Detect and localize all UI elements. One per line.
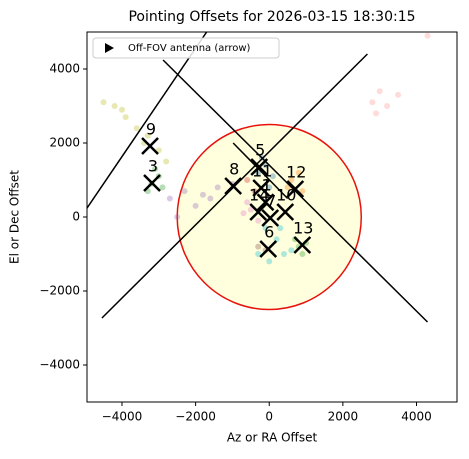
scatter-point [122,114,129,121]
antenna-marker [256,193,275,212]
scatter-point [174,214,181,220]
scatter-point [100,99,107,106]
legend-symbol [105,43,114,53]
antenna-label: 13 [293,219,313,238]
scatter-point [266,184,273,191]
antenna-label: 8 [229,159,239,178]
scatter-point [255,251,262,257]
scatter-point [207,195,214,202]
scatter-point [247,206,254,213]
scatter-point [144,132,151,139]
scatter-point [266,258,273,265]
scatter-point [133,125,140,132]
scatter-point [295,169,302,176]
antenna-marker [286,180,305,198]
scatter-point [159,184,166,191]
chart-title: Pointing Offsets for 2026-03-15 18:30:15 [128,9,415,25]
scatter-point [277,225,284,232]
y-tick-label: 4000 [49,62,80,76]
antenna-marker [252,179,271,197]
scatter-point [288,177,295,183]
scatter-point [299,251,306,257]
scatter-point [376,88,383,95]
legend-label: Off-FOV antenna (arrow) [128,43,251,54]
antenna-marker [276,203,295,221]
antenna-label: 5 [255,141,265,160]
antenna-marker [259,240,278,258]
scatter-point [118,106,125,113]
offset-line [232,142,289,200]
antenna-marker [293,236,312,254]
scatter-point [244,177,251,183]
scatter-point [395,91,402,98]
x-tick-label: −2000 [175,410,216,424]
antenna-label: 1 [261,176,271,195]
antenna-label: 7 [266,191,276,210]
offset-line [162,59,429,323]
antenna-label: 6 [264,223,274,242]
x-tick-label: 0 [265,410,273,424]
x-tick-label: −4000 [102,410,143,424]
antenna-marker [224,177,243,195]
antenna-marker [143,174,161,192]
scatter-point [214,184,221,191]
scatter-point [369,99,376,106]
scatter-point [244,199,251,206]
x-tick-label: 2000 [328,410,359,424]
x-axis-label: Az or RA Offset [227,431,318,445]
x-tick-label: 4000 [401,410,432,424]
scatter-point [424,32,431,39]
scatter-point [111,103,118,109]
scatter-point [163,158,170,165]
plot-frame [86,31,458,403]
scatter-point [288,247,295,254]
y-tick-label: −4000 [39,358,80,372]
scatter-point [373,110,380,117]
antenna-label: 11 [252,161,272,180]
scatter-point [384,103,391,109]
scatter-point [299,188,306,195]
antenna-marker [249,203,268,221]
antenna-label: 12 [286,162,306,181]
scatter-point [192,202,199,209]
legend-box [92,37,280,59]
antenna-marker [261,209,280,227]
scatter-point [152,165,159,172]
scatter-point [255,217,262,224]
y-axis-label: El or Dec Offset [8,170,22,264]
y-tick-label: 0 [72,210,80,224]
antenna-marker [250,158,269,176]
scatter-point [269,173,276,180]
scatter-point [181,188,188,195]
antenna-label: 10 [276,186,296,205]
scatter-point [280,251,287,257]
scatter-point [166,195,173,202]
y-tick-label: 2000 [49,136,80,150]
scatter-point [240,210,247,217]
antenna-label: 9 [146,119,156,138]
antenna-label: 3 [148,156,158,175]
plot-area: 93851112141061371 [87,32,431,323]
scatter-point [199,191,206,198]
antenna-marker [141,137,159,155]
offset-line [87,32,208,209]
scatter-point [262,225,269,232]
scatter-point [255,243,262,250]
y-tick-label: −2000 [39,284,80,298]
